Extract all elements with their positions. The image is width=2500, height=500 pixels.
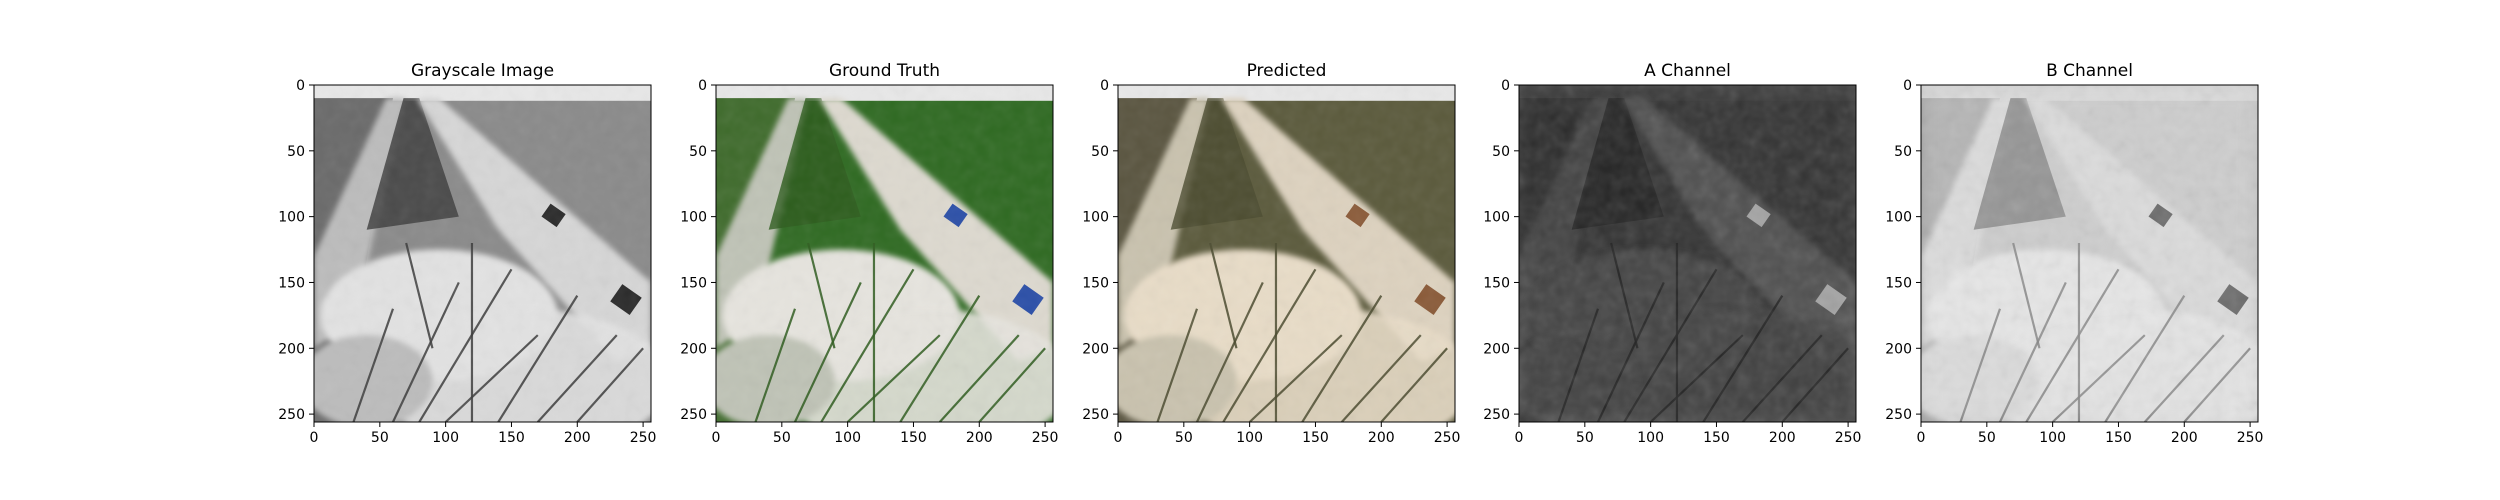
panel-title: A Channel: [1644, 61, 1731, 81]
x-tick-label: 0: [1917, 430, 1926, 446]
y-tick-label: 150: [278, 275, 305, 291]
y-tick-label: 0: [1501, 78, 1510, 94]
panel-image: [1519, 85, 1856, 422]
y-tick-label: 0: [698, 78, 707, 94]
y-tick-label: 100: [1483, 210, 1510, 226]
x-tick-label: 100: [432, 430, 459, 446]
y-tick-label: 150: [1885, 275, 1912, 291]
y-tick-label: 250: [1082, 407, 1109, 423]
x-tick-label: 250: [1835, 430, 1862, 446]
panel-title: B Channel: [2046, 61, 2133, 81]
y-tick-label: 100: [1885, 210, 1912, 226]
x-tick-label: 200: [966, 430, 993, 446]
y-tick-label: 250: [1885, 407, 1912, 423]
x-tick-label: 50: [773, 430, 791, 446]
y-tick-label: 150: [1082, 275, 1109, 291]
x-tick-label: 250: [630, 430, 657, 446]
panel-1: Grayscale Image 0 50 100 150 200 250 0 50 100 150 2…: [278, 61, 657, 446]
x-tick-label: 50: [1576, 430, 1594, 446]
x-tick-label: 250: [1032, 430, 1059, 446]
x-tick-label: 200: [1769, 430, 1796, 446]
y-tick-label: 0: [1903, 78, 1912, 94]
x-tick-label: 100: [1236, 430, 1263, 446]
x-tick-label: 50: [1978, 430, 1996, 446]
x-tick-label: 100: [834, 430, 861, 446]
y-tick-label: 50: [689, 144, 707, 160]
y-tick-label: 50: [287, 144, 305, 160]
y-tick-label: 250: [278, 407, 305, 423]
panel-3: Predicted 0 50 100 150 200 250 0 50 100 150 200 250: [1082, 61, 1461, 446]
y-tick-label: 50: [1091, 144, 1109, 160]
x-tick-label: 250: [2237, 430, 2264, 446]
x-tick-label: 0: [712, 430, 721, 446]
axes-frame: [715, 84, 1054, 423]
x-tick-label: 100: [2039, 430, 2066, 446]
panel-5: B Channel 0 50 100 150 200 250 0 50 100 150 200 250: [1885, 61, 2264, 446]
axes-frame: [1518, 84, 1857, 423]
y-tick-label: 200: [680, 341, 707, 357]
x-tick-label: 50: [371, 430, 389, 446]
y-tick-label: 150: [1483, 275, 1510, 291]
x-tick-label: 150: [1703, 430, 1730, 446]
y-tick-label: 50: [1492, 144, 1510, 160]
y-tick-label: 0: [296, 78, 305, 94]
axes-frame: [1920, 84, 2259, 423]
panel-image: [1921, 85, 2258, 422]
panels: Grayscale Image 0 50 100 150 200 250 0 50 100 150 2…: [278, 61, 2264, 446]
y-tick-label: 200: [1483, 341, 1510, 357]
panel-image: [1118, 85, 1455, 422]
panel-2: Ground Truth 0 50 100 150 200 250 0 50 100 150 200 2…: [680, 61, 1059, 446]
y-tick-label: 250: [680, 407, 707, 423]
x-tick-label: 150: [900, 430, 927, 446]
panel-image: [716, 85, 1053, 422]
y-tick-label: 100: [1082, 210, 1109, 226]
x-tick-label: 100: [1637, 430, 1664, 446]
panel-title: Predicted: [1247, 61, 1327, 81]
panel-title: Ground Truth: [829, 61, 940, 81]
x-tick-label: 50: [1175, 430, 1193, 446]
y-tick-label: 100: [278, 210, 305, 226]
x-tick-label: 200: [564, 430, 591, 446]
axes-frame: [1117, 84, 1456, 423]
y-tick-label: 150: [680, 275, 707, 291]
x-tick-label: 250: [1434, 430, 1461, 446]
x-tick-label: 200: [1368, 430, 1395, 446]
panel-4: A Channel 0 50 100 150 200 250 0 50 100 150 200 250: [1483, 61, 1862, 446]
x-tick-label: 0: [310, 430, 319, 446]
y-tick-label: 250: [1483, 407, 1510, 423]
x-tick-label: 150: [1302, 430, 1329, 446]
y-tick-label: 200: [1082, 341, 1109, 357]
y-tick-label: 200: [1885, 341, 1912, 357]
x-tick-label: 150: [2105, 430, 2132, 446]
panel-image: [314, 85, 651, 422]
x-tick-label: 150: [498, 430, 525, 446]
y-tick-label: 50: [1894, 144, 1912, 160]
y-tick-label: 200: [278, 341, 305, 357]
x-tick-label: 0: [1515, 430, 1524, 446]
panel-title: Grayscale Image: [411, 61, 554, 81]
y-tick-label: 100: [680, 210, 707, 226]
y-tick-label: 0: [1100, 78, 1109, 94]
x-tick-label: 0: [1114, 430, 1123, 446]
axes-frame: [313, 84, 652, 423]
x-tick-label: 200: [2171, 430, 2198, 446]
